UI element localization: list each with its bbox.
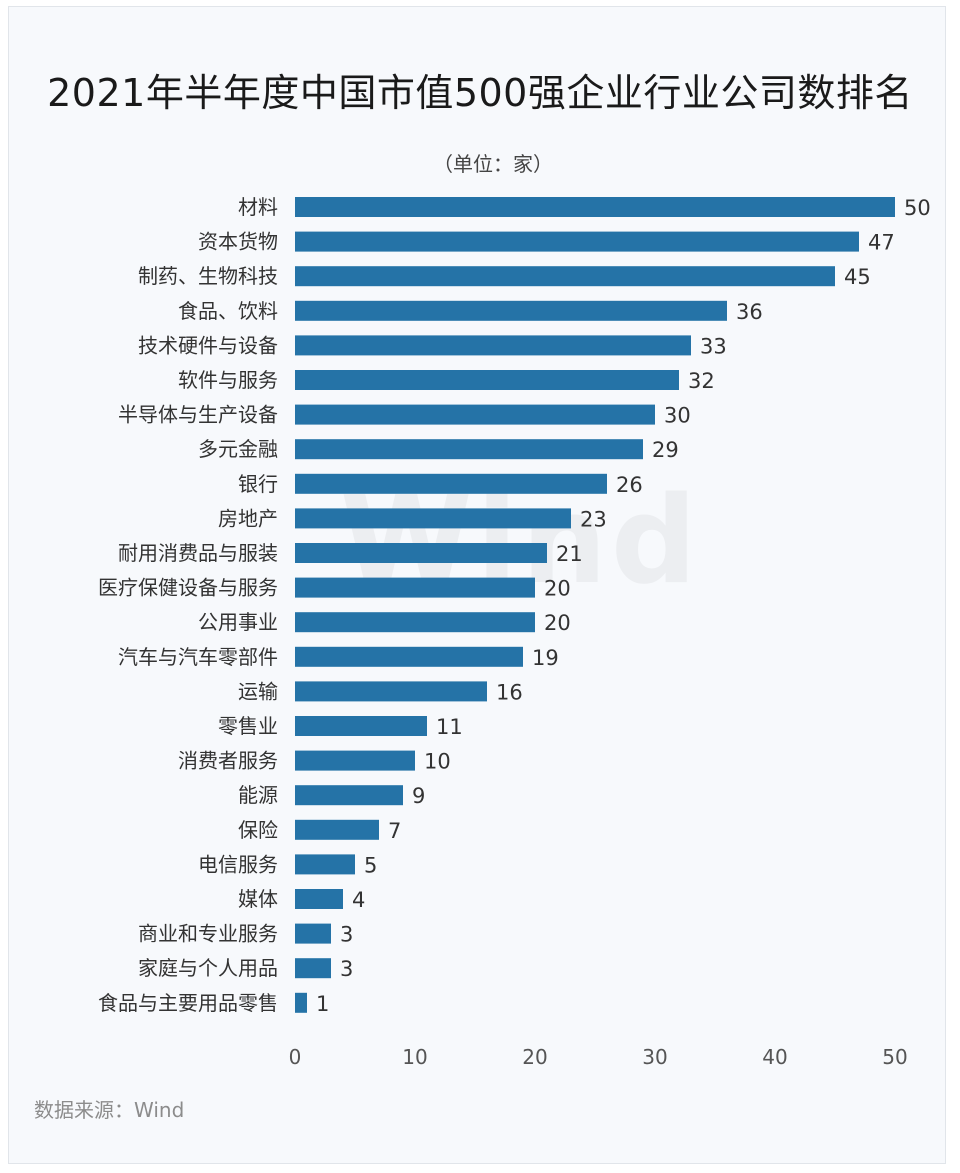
- bar: [295, 473, 607, 494]
- category-label: 多元金融: [198, 437, 278, 461]
- bar: [295, 854, 355, 875]
- x-tick-label: 10: [402, 1045, 427, 1069]
- value-label: 36: [736, 300, 763, 324]
- bar: [295, 785, 403, 806]
- value-label: 50: [904, 196, 931, 220]
- category-label: 公用事业: [198, 610, 278, 634]
- category-label: 食品与主要用品零售: [98, 991, 278, 1015]
- category-label: 医疗保健设备与服务: [98, 576, 278, 600]
- bar: [295, 923, 331, 944]
- bar: [295, 543, 547, 563]
- value-label: 45: [844, 265, 871, 289]
- category-label: 零售业: [218, 714, 278, 738]
- bar: [295, 577, 535, 598]
- bar: [295, 197, 895, 217]
- category-label: 技术硬件与设备: [138, 333, 278, 357]
- category-label: 资本货物: [198, 230, 278, 254]
- category-label: 制药、生物科技: [138, 264, 278, 288]
- category-label: 汽车与汽车零部件: [118, 645, 278, 669]
- bar: [295, 646, 523, 667]
- value-label: 16: [496, 680, 523, 704]
- x-tick-label: 50: [882, 1045, 907, 1069]
- unit-label: （单位：家）: [433, 152, 553, 176]
- bar: [295, 750, 415, 771]
- bar: [295, 612, 535, 633]
- bar: [295, 231, 859, 252]
- value-label: 10: [424, 750, 451, 774]
- bar: [295, 335, 691, 356]
- value-label: 23: [580, 507, 607, 531]
- category-label: 银行: [238, 472, 278, 496]
- bar: [295, 508, 571, 529]
- value-label: 4: [352, 888, 365, 912]
- category-label: 保险: [238, 818, 278, 842]
- category-label: 家庭与个人用品: [138, 956, 278, 980]
- x-tick-label: 30: [642, 1045, 667, 1069]
- bar: [295, 439, 643, 460]
- bar: [295, 992, 307, 1013]
- bar: [295, 889, 343, 909]
- bar: [295, 300, 727, 321]
- bar: [295, 681, 487, 702]
- bar: [295, 404, 655, 425]
- value-label: 19: [532, 646, 559, 670]
- bar: [295, 716, 427, 736]
- value-label: 5: [364, 853, 377, 877]
- value-label: 3: [340, 923, 353, 947]
- category-label: 商业和专业服务: [138, 922, 278, 946]
- value-label: 20: [544, 611, 571, 635]
- category-label: 媒体: [238, 887, 278, 911]
- value-label: 21: [556, 542, 583, 566]
- value-label: 1: [316, 992, 329, 1016]
- category-label: 电信服务: [198, 852, 278, 876]
- chart-title: 2021年半年度中国市值500强企业行业公司数排名: [47, 71, 913, 115]
- category-label: 能源: [238, 783, 278, 807]
- value-label: 11: [436, 715, 463, 739]
- x-tick-label: 40: [762, 1045, 787, 1069]
- value-label: 9: [412, 784, 425, 808]
- x-tick-label: 20: [522, 1045, 547, 1069]
- category-label: 消费者服务: [178, 749, 278, 773]
- category-label: 运输: [238, 679, 278, 703]
- bar: [295, 370, 679, 390]
- category-label: 半导体与生产设备: [118, 403, 278, 427]
- category-label: 材料: [238, 195, 278, 219]
- value-label: 47: [868, 231, 895, 255]
- value-label: 29: [652, 438, 679, 462]
- value-label: 26: [616, 473, 643, 497]
- value-label: 3: [340, 957, 353, 981]
- bar: [295, 958, 331, 979]
- value-label: 32: [688, 369, 715, 393]
- source-note: 数据来源：Wind: [34, 1098, 185, 1122]
- value-label: 30: [664, 404, 691, 428]
- x-tick-label: 0: [289, 1045, 302, 1069]
- category-label: 软件与服务: [178, 368, 278, 392]
- category-label: 房地产: [218, 506, 278, 530]
- category-label: 耐用消费品与服装: [118, 541, 278, 565]
- category-label: 食品、饮料: [178, 299, 278, 323]
- value-label: 20: [544, 577, 571, 601]
- bar: [295, 266, 835, 287]
- value-label: 33: [700, 334, 727, 358]
- bar: [295, 819, 379, 840]
- value-label: 7: [388, 819, 401, 843]
